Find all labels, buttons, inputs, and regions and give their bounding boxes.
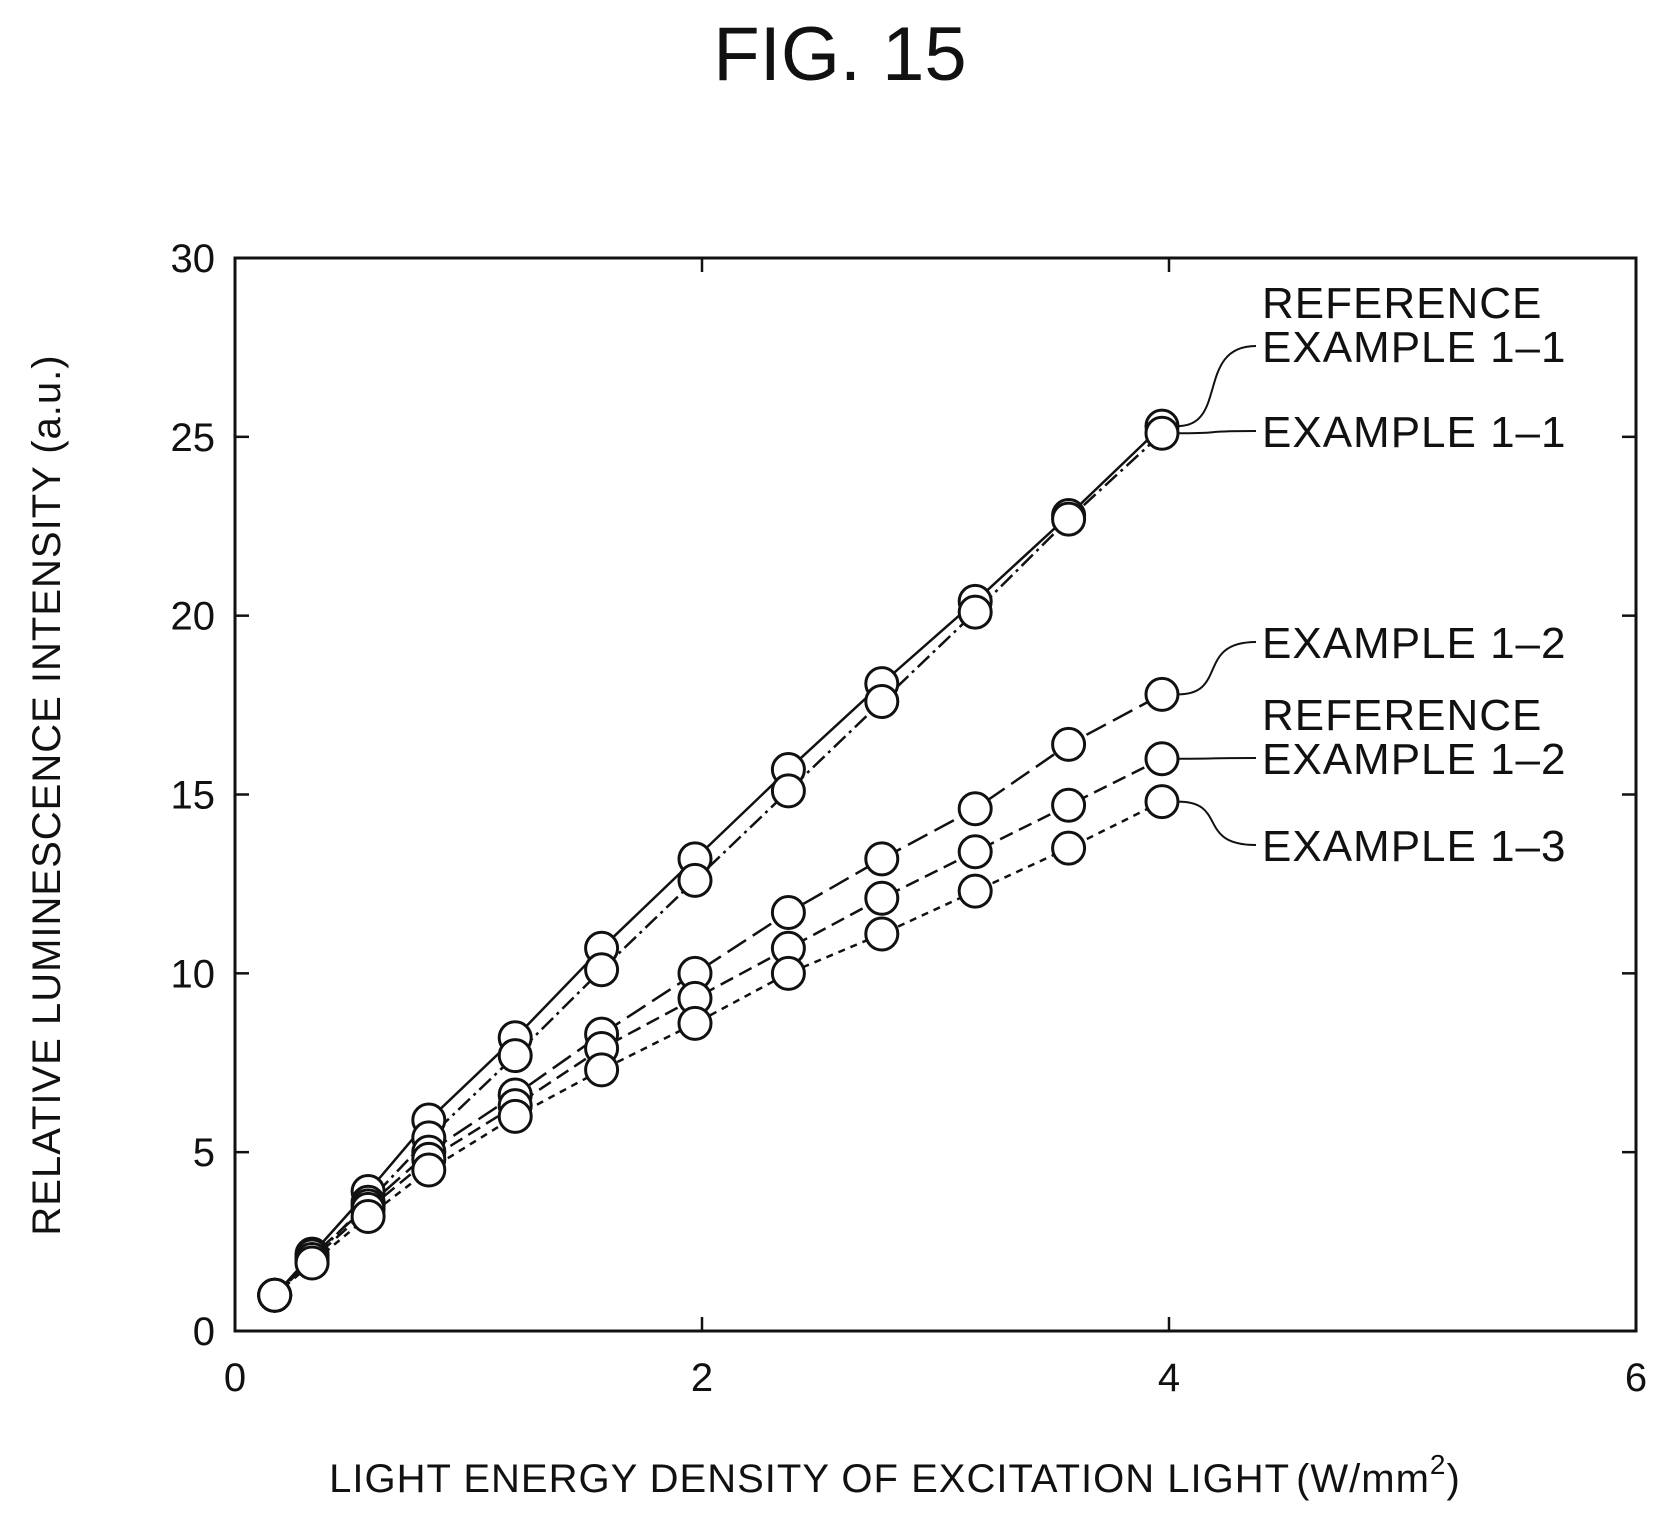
data-point [864, 684, 900, 720]
series-markers-2 [257, 415, 1180, 1313]
data-point [584, 1052, 620, 1088]
data-point [677, 1005, 713, 1041]
data-point [864, 880, 900, 916]
y-tick-label: 20 [171, 595, 216, 639]
data-point [864, 916, 900, 952]
y-tick-label: 10 [171, 952, 216, 996]
data-point [584, 952, 620, 988]
series-line-1 [273, 425, 1163, 1297]
y-tick-label: 30 [171, 237, 216, 281]
label-leader-line-1 [1177, 345, 1257, 428]
label-leader-line-2 [1177, 430, 1257, 435]
data-point [864, 841, 900, 877]
label-leader-line-4 [1177, 757, 1257, 760]
data-point [1051, 501, 1087, 537]
data-point [770, 955, 806, 991]
series-label-1: EXAMPLE 1–1 [1262, 323, 1567, 372]
data-point [957, 873, 993, 909]
series-5 [273, 800, 1163, 1297]
data-point [1144, 676, 1180, 712]
data-point [957, 834, 993, 870]
label-leader-line-3 [1177, 641, 1257, 696]
data-point [1051, 830, 1087, 866]
x-axis-unit-superscript: 2 [1430, 1449, 1447, 1480]
label-leader-line-5 [1177, 800, 1257, 846]
data-point [1051, 726, 1087, 762]
series-4 [273, 757, 1163, 1297]
series-markers-5 [257, 784, 1180, 1313]
data-point [1144, 784, 1180, 820]
data-point [770, 895, 806, 931]
data-point [257, 1277, 293, 1313]
series-markers-4 [257, 741, 1180, 1313]
data-point [411, 1152, 447, 1188]
x-axis-unit-close: ) [1446, 1457, 1460, 1501]
series-1 [273, 425, 1163, 1297]
plot-frame [233, 256, 1638, 1333]
series-label-4: REFERENCE [1262, 691, 1542, 740]
data-point [677, 862, 713, 898]
ticks-layer: 0 2 4 6 0 5 10 15 20 25 30 [171, 237, 1648, 1400]
x-axis-label: LIGHT ENERGY DENSITY OF EXCITATION LIGHT… [329, 1449, 1461, 1501]
series-2 [273, 432, 1163, 1297]
series-label-1: REFERENCE [1262, 279, 1542, 328]
series-label-5: EXAMPLE 1–3 [1262, 822, 1567, 871]
x-axis-unit: (W/mm [1296, 1457, 1430, 1501]
series-line-3 [273, 693, 1163, 1297]
y-tick-label: 15 [171, 774, 216, 818]
data-point [957, 594, 993, 630]
series-line-2 [273, 432, 1163, 1297]
series-line-5 [273, 800, 1163, 1297]
data-point [1051, 787, 1087, 823]
x-tick-label: 6 [1625, 1356, 1647, 1400]
series-markers-3 [257, 676, 1180, 1313]
data-point [770, 773, 806, 809]
data-point [497, 1098, 533, 1134]
figure-title: FIG. 15 [713, 12, 966, 97]
y-tick-label: 5 [193, 1131, 215, 1175]
x-tick-label: 0 [224, 1356, 246, 1400]
data-point [497, 1038, 533, 1074]
data-point [294, 1245, 330, 1281]
series-label-4: EXAMPLE 1–2 [1262, 735, 1567, 784]
y-tick-label: 0 [193, 1310, 215, 1354]
series-label-2: EXAMPLE 1–1 [1262, 408, 1567, 457]
series-line-4 [273, 757, 1163, 1297]
y-axis-label: RELATIVE LUMINESCENCE INTENSITY (a.u.) [25, 354, 69, 1235]
data-point [957, 791, 993, 827]
series-layer [257, 408, 1180, 1313]
data-point [350, 1199, 386, 1235]
series-3 [273, 693, 1163, 1297]
series-label-3: EXAMPLE 1–2 [1262, 619, 1567, 668]
data-point [1144, 415, 1180, 451]
y-tick-label: 25 [171, 416, 216, 460]
x-tick-label: 4 [1158, 1356, 1180, 1400]
x-tick-label: 2 [691, 1356, 713, 1400]
data-point [1144, 741, 1180, 777]
x-axis-label-text: LIGHT ENERGY DENSITY OF EXCITATION LIGHT [329, 1457, 1290, 1501]
